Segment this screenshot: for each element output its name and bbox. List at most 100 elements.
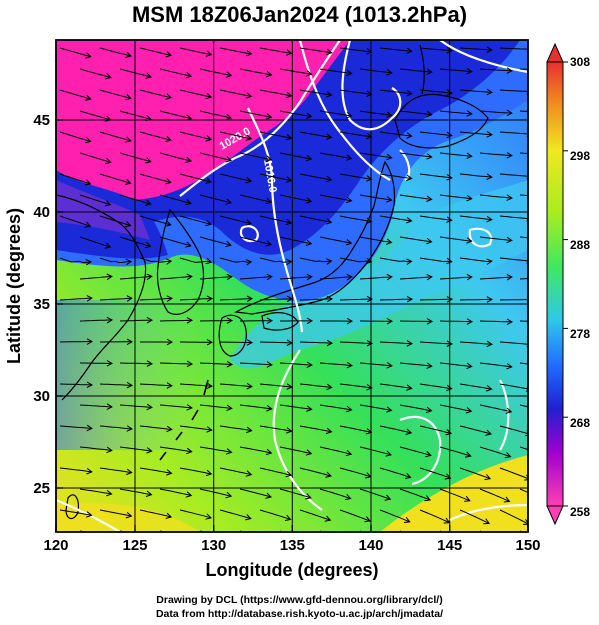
streamline-arrowhead [104, 242, 112, 249]
streamline [499, 131, 528, 135]
credit-data: Data from http://database.rish.kyoto-u.a… [155, 608, 444, 620]
streamline-arrowhead [205, 177, 212, 184]
streamline [79, 110, 111, 121]
streamline [279, 194, 312, 202]
streamline-arrowhead [446, 131, 453, 139]
streamline [459, 298, 492, 301]
streamline [239, 488, 272, 498]
streamline-arrowhead [466, 362, 473, 370]
streamline-arrowhead [366, 339, 374, 347]
streamline [479, 488, 510, 502]
streamline-arrowhead [84, 221, 92, 228]
streamline [299, 257, 332, 263]
streamline [499, 173, 528, 177]
streamline-arrowhead [486, 173, 493, 180]
colorbar-top-arrow [546, 42, 564, 63]
streamline [159, 194, 192, 204]
streamline [159, 236, 191, 247]
streamline-arrowhead [185, 241, 192, 248]
streamline [319, 446, 352, 455]
streamline-arrowhead [166, 425, 173, 433]
streamline [399, 68, 432, 73]
y-tick-label: 45 [33, 112, 50, 129]
streamline [239, 276, 272, 280]
streamline [379, 257, 412, 263]
streamline [239, 110, 272, 118]
streamline-arrowhead [386, 153, 393, 161]
colorbar-tick-label: 288 [570, 238, 590, 252]
streamline-arrowhead [126, 381, 134, 389]
streamline-arrowhead [542, 542, 548, 547]
streamline-arrowhead [266, 405, 273, 412]
streamline [319, 488, 351, 499]
x-tick-labels: 120 125 130 135 140 145 150 [43, 537, 540, 554]
streamline-arrowhead [285, 471, 293, 478]
streamline-arrowhead [284, 514, 292, 521]
streamline [79, 194, 111, 206]
streamline [179, 467, 212, 475]
streamline-arrowhead [165, 93, 172, 100]
streamline-arrowhead [346, 317, 354, 325]
streamline-arrowhead [406, 258, 413, 265]
streamline [379, 509, 410, 523]
streamline [319, 68, 352, 74]
colorbar: 258 268 278 288 298 308 [546, 42, 590, 526]
streamline-arrowhead [86, 424, 93, 432]
streamline [199, 362, 233, 365]
streamline [499, 383, 528, 390]
streamline-arrowhead [366, 295, 374, 303]
streamline [479, 530, 484, 532]
streamline-arrowhead [166, 338, 174, 346]
streamline-arrowhead [384, 494, 392, 501]
streamline-arrowhead [346, 361, 353, 369]
streamline [299, 89, 332, 96]
streamline-arrowhead [85, 52, 92, 59]
streamline-arrowhead [146, 316, 154, 324]
streamline-arrowhead [466, 67, 473, 75]
streamline [359, 68, 392, 74]
streamline-arrowhead [286, 383, 293, 390]
streamline-arrowhead [344, 493, 352, 501]
streamline [99, 47, 132, 57]
streamline-arrowhead [146, 273, 153, 281]
streamline-arrowhead [105, 115, 112, 122]
streamline-arrowhead [245, 134, 253, 141]
streamline-arrowhead [225, 156, 233, 163]
streamline-arrowhead [506, 194, 513, 201]
streamline [499, 467, 528, 480]
streamline-arrowhead [326, 48, 333, 56]
streamline [139, 131, 172, 141]
streamline [419, 131, 452, 136]
streamline-arrowhead [165, 258, 173, 265]
streamline-arrowhead [425, 451, 432, 458]
streamline [99, 215, 131, 227]
streamline-arrowhead [325, 218, 333, 225]
streamline [99, 509, 132, 517]
streamline [79, 275, 112, 280]
streamline [139, 173, 171, 183]
streamline [179, 89, 212, 98]
streamline-arrowhead [464, 495, 471, 502]
streamline-arrowhead [86, 338, 94, 345]
streamline-arrowhead [285, 176, 293, 183]
y-tick-label: 25 [33, 480, 50, 497]
streamline [79, 488, 112, 495]
streamline [439, 446, 471, 457]
streamline [499, 509, 528, 525]
streamline-arrowhead [104, 200, 112, 207]
streamline-arrowhead [126, 338, 134, 346]
streamline [519, 362, 528, 365]
streamline [439, 404, 472, 412]
streamline [219, 215, 252, 225]
streamline-arrowhead [506, 236, 513, 244]
streamline-arrowhead [205, 50, 213, 57]
streamline-arrowhead [305, 239, 313, 246]
streamline [379, 298, 413, 301]
streamline [159, 110, 192, 120]
streamline [339, 467, 371, 478]
streamline-arrowhead [205, 469, 213, 477]
streamline-arrowhead [225, 240, 232, 248]
streamline [439, 488, 470, 502]
streamline [479, 152, 512, 157]
streamline-arrowhead [346, 112, 353, 119]
